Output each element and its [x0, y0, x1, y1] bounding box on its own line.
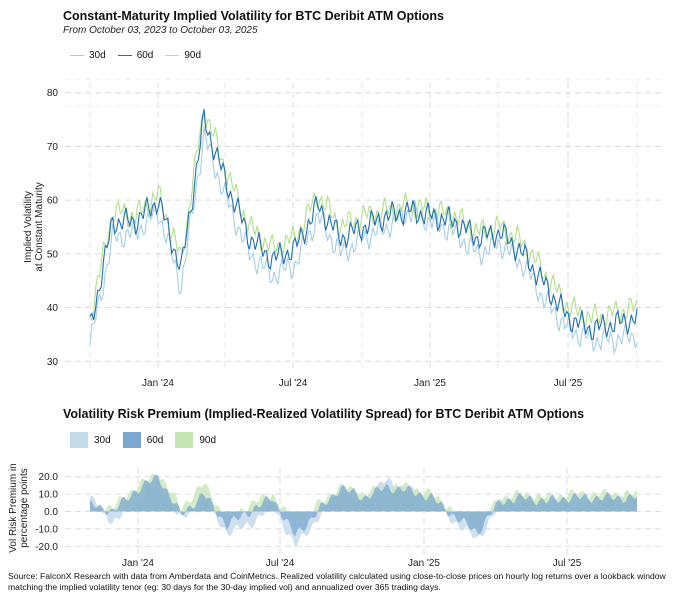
y-tick-label: 20.0: [39, 472, 59, 483]
legend-label: 60d: [136, 50, 154, 61]
legend-label: 90d: [184, 50, 202, 61]
x-tick-label: Jan '25: [408, 558, 440, 569]
legend-item-60d: 60d: [117, 50, 154, 61]
chart-1-legend: 30d 60d 90d: [70, 50, 213, 61]
y-tick-label: 0.0: [44, 507, 58, 518]
legend-label: 60d: [146, 434, 164, 446]
y-tick-label: 50: [47, 249, 59, 260]
legend-item-30d: 30d: [70, 50, 106, 61]
legend-label: 30d: [94, 434, 111, 446]
y-axis-label: at Constant Maturity: [34, 182, 45, 271]
y-tick-label: -10.0: [35, 524, 58, 535]
legend-item-60d: 60d: [122, 432, 164, 448]
x-tick-label: Jul '25: [554, 378, 583, 389]
x-tick-label: Jan '24: [142, 378, 174, 389]
legend-item-30d: 30d: [70, 432, 111, 448]
x-tick-label: Jan '25: [414, 378, 446, 389]
legend-label: 30d: [89, 50, 106, 61]
series-line-90d: [89, 113, 638, 330]
x-tick-label: Jul '25: [553, 558, 582, 569]
chart-1-subtitle: From October 03, 2023 to October 03, 202…: [63, 25, 258, 36]
y-tick-label: 80: [47, 88, 59, 99]
vol-risk-premium-area-chart: -20.0 -10.0 0.0 10.0 20.0 Jan '24 Jul '24 Jan '…: [8, 463, 665, 569]
legend-label: 90d: [199, 434, 217, 446]
implied-vol-line-chart: 30 40 50 60 70 80 Jan '24 Jul '24 Jan '25 Jul '25…: [23, 78, 665, 389]
y-tick-label: 30: [47, 357, 59, 368]
chart-2-title: Volatility Risk Premium (Implied-Realize…: [63, 407, 585, 421]
y-tick-label: 10.0: [39, 490, 59, 501]
series-area-60d: [90, 473, 637, 537]
y-tick-label: 70: [47, 142, 59, 153]
series-line-60d: [89, 109, 638, 340]
source-note: Source: FalconX Research with data from …: [8, 571, 666, 592]
x-tick-label: Jan '24: [122, 558, 154, 569]
legend-item-90d: 90d: [165, 50, 201, 61]
y-axis-label: Implied Volatility: [23, 191, 34, 263]
y-axis-label: percentage points: [19, 468, 30, 548]
chart-1-title: Constant-Maturity Implied Volatility for…: [63, 9, 445, 23]
x-tick-label: Jul '24: [266, 558, 295, 569]
y-tick-label: 40: [47, 303, 59, 314]
chart-2-legend: 30d 60d 90d: [70, 432, 228, 448]
series-line-30d: [89, 126, 638, 355]
legend-item-90d: 90d: [175, 432, 216, 448]
x-tick-label: Jul '24: [279, 378, 308, 389]
y-axis-label: Vol Risk Premium in: [8, 463, 19, 552]
y-tick-label: 60: [47, 196, 59, 207]
y-tick-label: -20.0: [35, 542, 58, 553]
